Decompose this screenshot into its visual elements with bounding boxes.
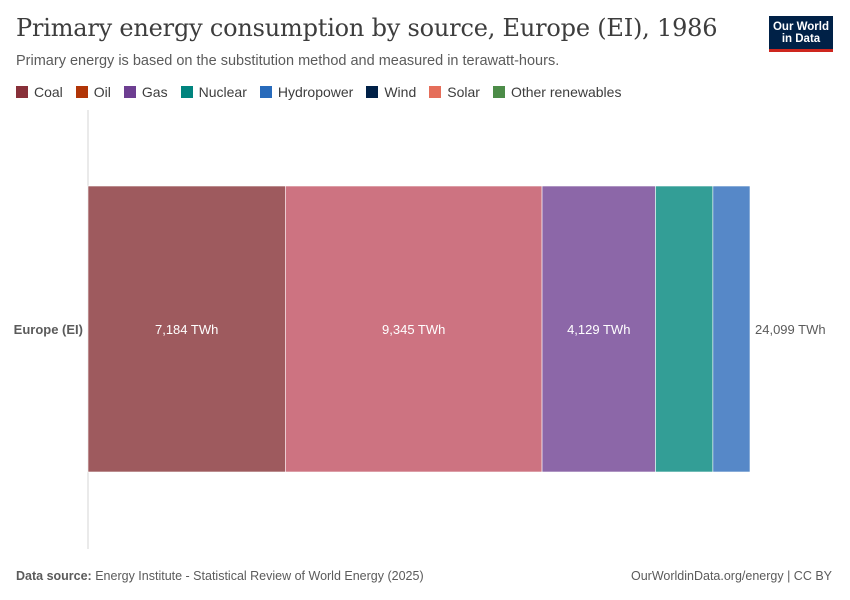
bar-label-coal: 7,184 TWh xyxy=(155,322,218,337)
legend-label: Coal xyxy=(34,84,63,100)
legend-label: Hydropower xyxy=(277,84,354,100)
legend-swatch xyxy=(366,86,379,98)
legend-swatch xyxy=(259,86,272,98)
chart-legend: Coal Oil Gas Nuclear Hydropower Wind Solar Othe… xyxy=(16,84,634,100)
legend-label: Gas xyxy=(141,84,168,100)
bar-segment-hydropower[interactable] xyxy=(712,185,751,473)
bar-segment-nuclear[interactable] xyxy=(655,185,714,473)
chart-subtitle: Primary energy is based on the substitut… xyxy=(16,53,560,69)
data-source: Data source: Energy Institute - Statisti… xyxy=(16,569,424,583)
logo-line-1: Our World xyxy=(772,21,829,33)
data-source-text[interactable]: Energy Institute - Statistical Review of… xyxy=(95,569,424,583)
stacked-bar-chart: Europe (EI) 7,184 TWh 9,345 TWh 4,129 TWh 24… xyxy=(14,110,826,549)
legend-label: Oil xyxy=(93,84,111,100)
legend-item-hydropower[interactable]: Hydropower xyxy=(259,84,354,100)
legend-swatch xyxy=(123,86,136,98)
legend-item-coal[interactable]: Coal xyxy=(16,84,63,100)
legend-item-gas[interactable]: Gas xyxy=(123,84,168,100)
legend-label: Wind xyxy=(384,84,417,100)
legend-label: Solar xyxy=(447,84,480,100)
legend-item-other-renewables[interactable]: Other renewables xyxy=(492,84,622,100)
bar-segment-gas[interactable] xyxy=(541,185,656,473)
legend-swatch xyxy=(16,86,28,98)
data-source-label: Data source: xyxy=(16,569,92,583)
bar-segment-coal[interactable] xyxy=(87,185,286,473)
legend-swatch xyxy=(492,86,505,98)
legend-swatch xyxy=(180,86,193,98)
total-label: 24,099 TWh xyxy=(755,322,826,337)
category-label: Europe (EI) xyxy=(14,322,83,337)
legend-item-wind[interactable]: Wind xyxy=(366,84,416,100)
owid-logo[interactable]: Our World in Data xyxy=(769,16,833,52)
legend-swatch xyxy=(429,86,442,98)
legend-label: Nuclear xyxy=(198,84,247,100)
chart-title: Primary energy consumption by source, Eu… xyxy=(16,14,718,42)
legend-item-solar[interactable]: Solar xyxy=(429,84,480,100)
legend-label: Other renewables xyxy=(510,84,622,100)
legend-swatch xyxy=(75,86,88,98)
legend-item-oil[interactable]: Oil xyxy=(75,84,111,100)
bar-label-oil: 9,345 TWh xyxy=(382,322,445,337)
bar-label-gas: 4,129 TWh xyxy=(567,322,630,337)
legend-item-nuclear[interactable]: Nuclear xyxy=(180,84,247,100)
logo-line-2: in Data xyxy=(781,33,821,45)
footer-credit[interactable]: OurWorldinData.org/energy | CC BY xyxy=(630,569,832,583)
